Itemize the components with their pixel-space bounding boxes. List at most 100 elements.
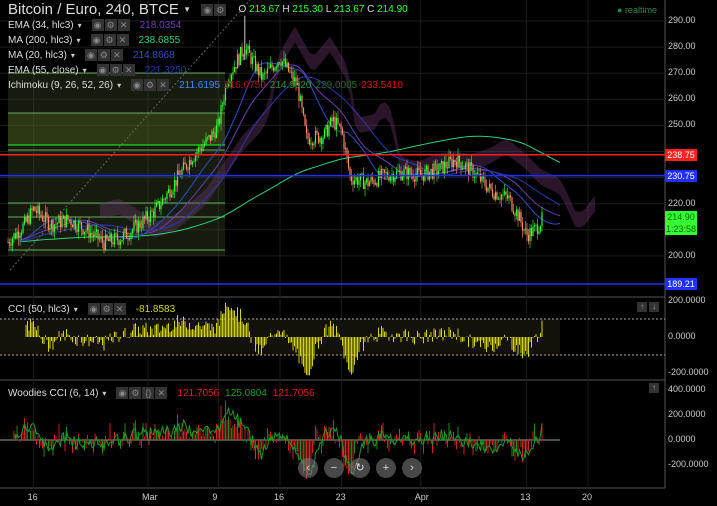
close-icon[interactable]: ✕ [117, 19, 130, 31]
close-icon[interactable]: ✕ [116, 34, 129, 46]
candle [149, 210, 152, 222]
woodies-tick: -200.0000 [668, 458, 709, 469]
chevron-down-icon[interactable]: ▾ [77, 20, 82, 30]
candle [124, 228, 126, 233]
candle [191, 161, 194, 165]
candle [313, 143, 315, 146]
candle [112, 242, 114, 245]
candle [43, 220, 45, 222]
indicator-name[interactable]: MA (20, hlc3) [8, 49, 67, 61]
candle [29, 208, 32, 224]
gear-icon[interactable]: ⚙ [144, 79, 157, 91]
chevron-down-icon[interactable]: ▾ [184, 4, 190, 14]
candle [248, 45, 251, 53]
candle [28, 215, 30, 224]
candle [320, 138, 323, 144]
candle [166, 192, 168, 200]
gear-icon[interactable]: ⚙ [129, 387, 142, 399]
chevron-down-icon[interactable]: ▾ [117, 80, 122, 90]
candle [121, 239, 123, 242]
cci-name[interactable]: CCI (50, hlc3) [8, 303, 70, 315]
chevron-down-icon[interactable]: ▾ [70, 50, 75, 60]
gear-icon[interactable]: ⚙ [103, 34, 116, 46]
eye-icon[interactable]: ◉ [90, 34, 103, 46]
close-icon[interactable]: ✕ [113, 303, 126, 315]
close-icon[interactable]: ✕ [122, 64, 135, 76]
close-icon[interactable]: ✕ [110, 49, 123, 61]
eye-icon[interactable]: ◉ [91, 19, 104, 31]
candle [347, 156, 350, 168]
eye-icon[interactable]: ◉ [116, 387, 129, 399]
gear-icon[interactable]: ⚙ [100, 303, 113, 315]
candle [517, 209, 519, 221]
reset-button[interactable]: ↻ [350, 458, 370, 478]
candle [266, 68, 269, 74]
chevron-down-icon[interactable]: ▾ [76, 35, 81, 45]
candle [461, 168, 464, 170]
candle [221, 104, 224, 106]
candle [307, 133, 309, 139]
indicator-name[interactable]: EMA (55, close) [8, 64, 79, 76]
scroll-left-button[interactable]: ‹ [298, 458, 318, 478]
candle [467, 162, 470, 175]
candle [163, 198, 165, 200]
gear-icon[interactable]: ⚙ [104, 19, 117, 31]
candle [220, 105, 222, 124]
chevron-down-icon[interactable]: ▾ [102, 388, 107, 398]
candle [67, 214, 69, 220]
close-icon[interactable]: ✕ [155, 387, 168, 399]
candle [158, 201, 161, 209]
woodies-legend: Woodies CCI (6, 14) ▾ ◉ ⚙{} ✕ 121.7056 125.0… [8, 387, 315, 399]
move-down-icon[interactable]: ↓ [649, 302, 659, 312]
candle [80, 222, 83, 230]
candle [62, 215, 65, 219]
brackets-icon[interactable]: {} [142, 387, 155, 399]
candle [502, 194, 504, 196]
candle [257, 64, 260, 76]
eye-icon[interactable]: ◉ [87, 303, 100, 315]
eye-icon[interactable]: ◉ [96, 64, 109, 76]
candle [466, 162, 468, 164]
zoom-in-button[interactable]: + [376, 458, 396, 478]
woodies-name[interactable]: Woodies CCI (6, 14) [8, 387, 99, 399]
candle [155, 203, 158, 207]
candle [116, 234, 119, 241]
candle [203, 143, 206, 146]
candle [68, 219, 71, 221]
indicator-name[interactable]: MA (200, hlc3) [8, 34, 73, 46]
chevron-down-icon[interactable]: ▾ [82, 65, 87, 75]
candle [172, 191, 174, 195]
candle [110, 233, 113, 243]
cci-tick: 0.0000 [668, 331, 696, 341]
zoom-out-button[interactable]: − [324, 458, 344, 478]
eye-icon[interactable]: ◉ [201, 3, 214, 16]
candle [451, 158, 453, 168]
indicator-name[interactable]: Ichimoku (9, 26, 52, 26) [8, 79, 114, 91]
candle [136, 220, 138, 233]
chevron-down-icon[interactable]: ▾ [73, 304, 78, 314]
candle [455, 162, 458, 168]
eye-icon[interactable]: ◉ [131, 79, 144, 91]
scroll-right-button[interactable]: › [402, 458, 422, 478]
gear-icon[interactable]: ⚙ [109, 64, 122, 76]
indicator-name[interactable]: EMA (34, hlc3) [8, 19, 74, 31]
time-tick: Apr [414, 492, 429, 502]
candle [527, 234, 530, 242]
time-tick: 9 [212, 492, 218, 502]
symbol-title[interactable]: Bitcoin / Euro, 240, BTCE [8, 1, 179, 18]
move-up-icon[interactable]: ↑ [649, 383, 659, 393]
indicator-legend: EMA (55, close) ▾ ◉ ⚙ ✕ 221.3250 [8, 64, 186, 76]
candle [194, 154, 197, 161]
eye-icon[interactable]: ◉ [84, 49, 97, 61]
woodies-tick: 400.0000 [668, 384, 706, 395]
candle [26, 215, 29, 222]
gear-icon[interactable]: ⚙ [97, 49, 110, 61]
candle [47, 216, 50, 230]
gear-icon[interactable]: ⚙ [214, 3, 227, 16]
candle [125, 228, 128, 239]
close-icon[interactable]: ✕ [157, 79, 170, 91]
move-up-icon[interactable]: ↑ [637, 302, 647, 312]
indicator-value: 238.6855 [138, 34, 181, 46]
candle [85, 230, 87, 232]
